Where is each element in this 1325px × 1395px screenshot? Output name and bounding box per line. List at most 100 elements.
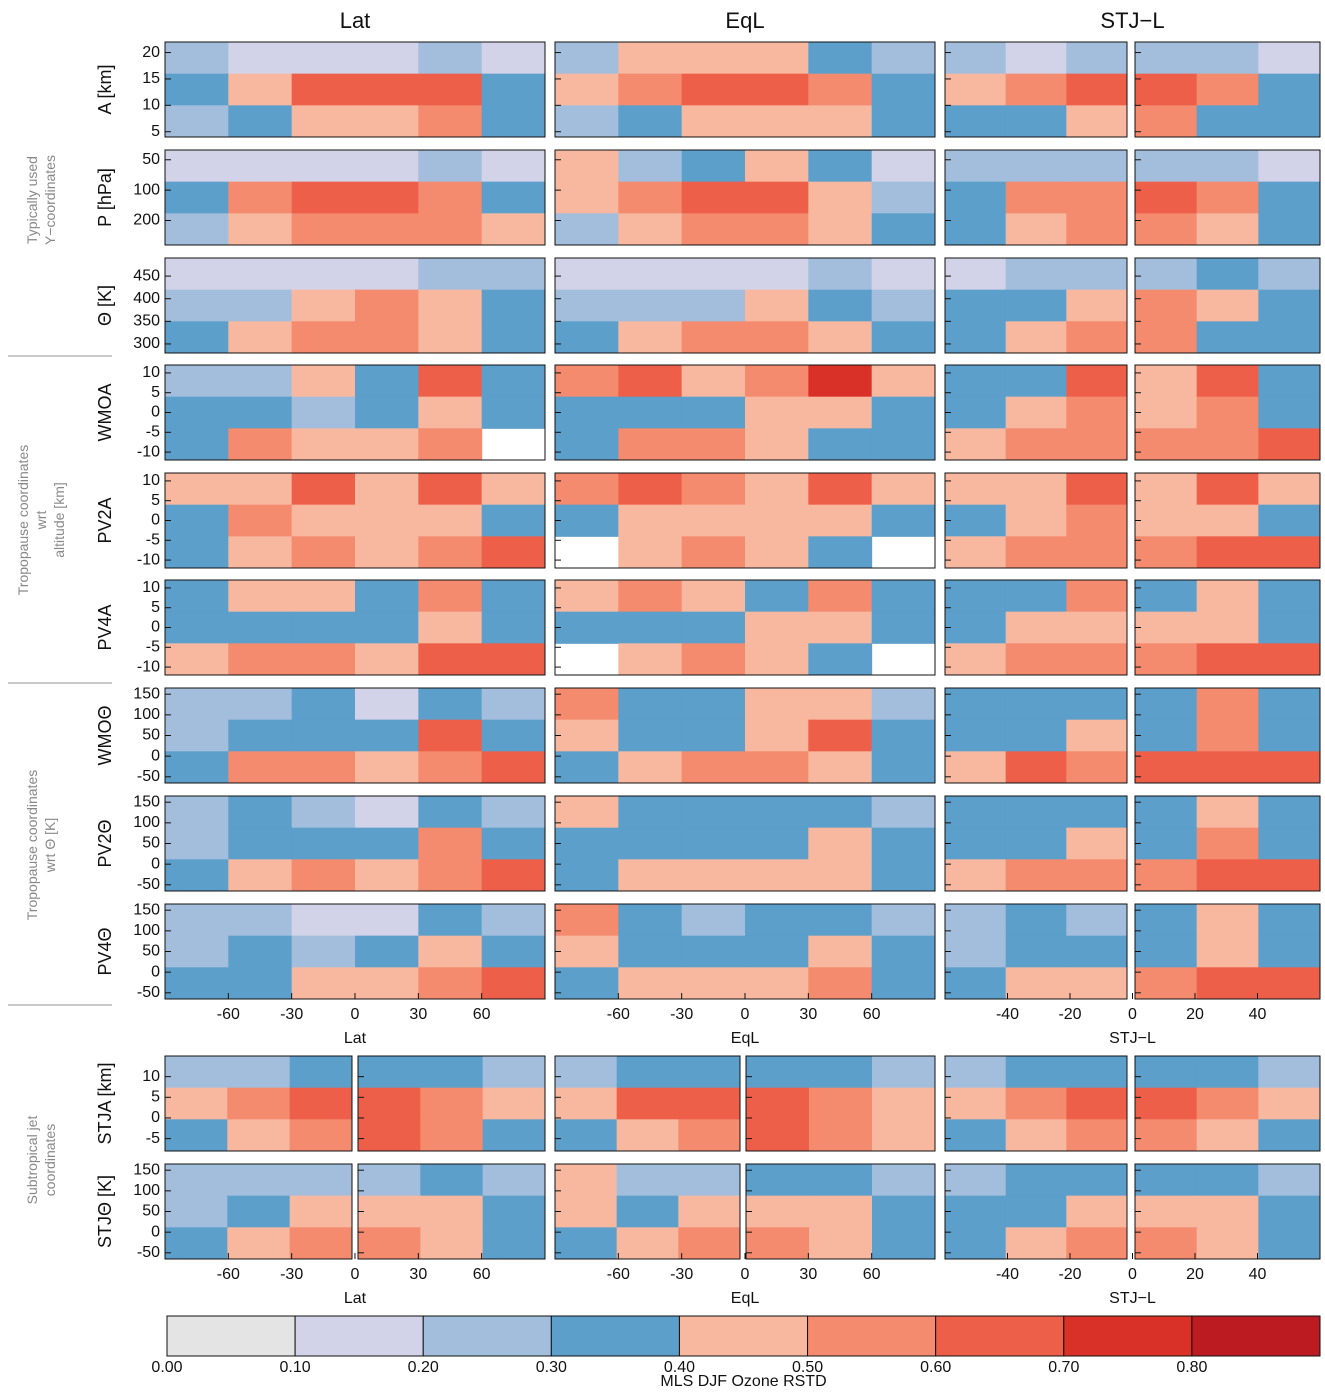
heatmap-cell	[355, 181, 419, 214]
heatmap-cell	[1135, 536, 1198, 569]
heatmap-cell	[745, 73, 809, 106]
heatmap-cell	[1258, 935, 1321, 968]
heatmap-cell	[481, 580, 546, 613]
heatmap-cell	[555, 719, 619, 752]
heatmap-cell	[289, 1164, 353, 1197]
heatmap-cell	[1005, 796, 1067, 829]
heatmap-cell	[945, 150, 1007, 183]
heatmap-cell	[945, 473, 1007, 506]
heatmap-cell	[1258, 396, 1321, 429]
heatmap-cell	[872, 1087, 936, 1120]
heatmap-cell	[481, 504, 546, 537]
heatmap-cell	[418, 688, 483, 721]
y-tick-label: 50	[142, 835, 160, 852]
heatmap-cell	[745, 504, 809, 537]
heatmap-cell	[555, 428, 619, 461]
heatmap-cell	[681, 42, 746, 75]
heatmap-cell	[808, 827, 873, 860]
heatmap-cell	[355, 827, 419, 860]
heatmap-cell	[616, 1164, 679, 1197]
heatmap-cell	[1066, 1119, 1128, 1152]
heatmap-cell	[555, 1164, 618, 1197]
heatmap-cell	[228, 504, 293, 537]
heatmap-cell	[1196, 536, 1259, 569]
y-tick-label: 450	[133, 267, 160, 284]
y-tick-label: 0	[151, 1223, 160, 1240]
heatmap-cell	[228, 688, 293, 721]
x-tick-label: -60	[217, 1006, 240, 1023]
heatmap-cell	[1135, 1056, 1198, 1089]
heatmap-cell	[228, 289, 293, 322]
heatmap-cell	[681, 827, 746, 860]
heatmap-cell	[355, 321, 419, 354]
heatmap-cell	[228, 827, 293, 860]
panel-frame	[944, 149, 1128, 246]
heatmap-cell	[355, 73, 419, 106]
heatmap-cell	[1258, 580, 1321, 613]
heatmap-cell	[1196, 751, 1259, 784]
heatmap-cell	[355, 859, 419, 892]
heatmap-cell	[165, 105, 229, 138]
heatmap-cell	[418, 150, 483, 183]
heatmap-cell	[555, 796, 619, 829]
heatmap-cell	[228, 181, 293, 214]
heatmap-cell	[945, 536, 1007, 569]
x-tick-label: 30	[409, 1006, 427, 1023]
heatmap-cell	[1066, 935, 1128, 968]
heatmap-cell	[355, 796, 419, 829]
heatmap-cell	[355, 396, 419, 429]
heatmap-cell	[165, 1227, 228, 1260]
x-tick-label: -60	[607, 1006, 630, 1023]
heatmap-cell	[291, 73, 356, 106]
heatmap-cell	[555, 827, 619, 860]
heatmap-cell	[289, 1056, 353, 1089]
heatmap-cell	[1258, 796, 1321, 829]
heatmap-cell	[228, 321, 293, 354]
colorbar-swatch	[422, 1315, 552, 1357]
heatmap-cell	[945, 796, 1007, 829]
x-tick-label: 0	[1128, 1266, 1137, 1283]
heatmap-cell	[745, 396, 809, 429]
heatmap-cell	[355, 428, 419, 461]
heatmap-cell	[1258, 181, 1321, 214]
heatmap-cell	[555, 580, 619, 613]
heatmap-cell	[418, 611, 483, 644]
heatmap-cell	[165, 1087, 228, 1120]
y-axis-label: STJA [km]	[95, 1062, 115, 1144]
heatmap-cell	[618, 796, 683, 829]
heatmap-cell	[291, 42, 356, 75]
heatmap-cell	[1258, 105, 1321, 138]
colorbar-swatch	[935, 1315, 1065, 1357]
heatmap-cell	[745, 258, 809, 291]
heatmap-cell	[1135, 213, 1198, 246]
heatmap-cell	[481, 396, 546, 429]
heatmap-cell	[1005, 289, 1067, 322]
heatmap-cell	[871, 289, 936, 322]
heatmap-cell	[1135, 859, 1198, 892]
heatmap-cell	[945, 321, 1007, 354]
heatmap-cell	[291, 504, 356, 537]
y-tick-label: 350	[133, 313, 160, 330]
heatmap-cell	[871, 611, 936, 644]
heatmap-cell	[1066, 213, 1128, 246]
heatmap-cell	[1258, 150, 1321, 183]
heatmap-cell	[1258, 1227, 1321, 1260]
heatmap-cell	[745, 365, 809, 398]
colorbar-tick-label: 0.00	[151, 1359, 182, 1376]
heatmap-cell	[355, 473, 419, 506]
heatmap-cell	[681, 73, 746, 106]
group-label: Tropopause coordinates wrt altitude [km]	[15, 445, 67, 595]
heatmap-cell	[1258, 859, 1321, 892]
x-axis-label: STJ−L	[1109, 1030, 1156, 1047]
heatmap-cell	[1005, 580, 1067, 613]
heatmap-cell	[745, 827, 809, 860]
y-tick-label: 0	[151, 855, 160, 872]
heatmap-cell	[808, 428, 873, 461]
heatmap-cell	[1005, 719, 1067, 752]
heatmap-cell	[228, 536, 293, 569]
y-tick-label: -10	[137, 551, 160, 568]
x-tick-label: -20	[1058, 1266, 1081, 1283]
heatmap-cell	[809, 1056, 873, 1089]
heatmap-cell	[681, 719, 746, 752]
heatmap-cell	[1196, 1056, 1259, 1089]
